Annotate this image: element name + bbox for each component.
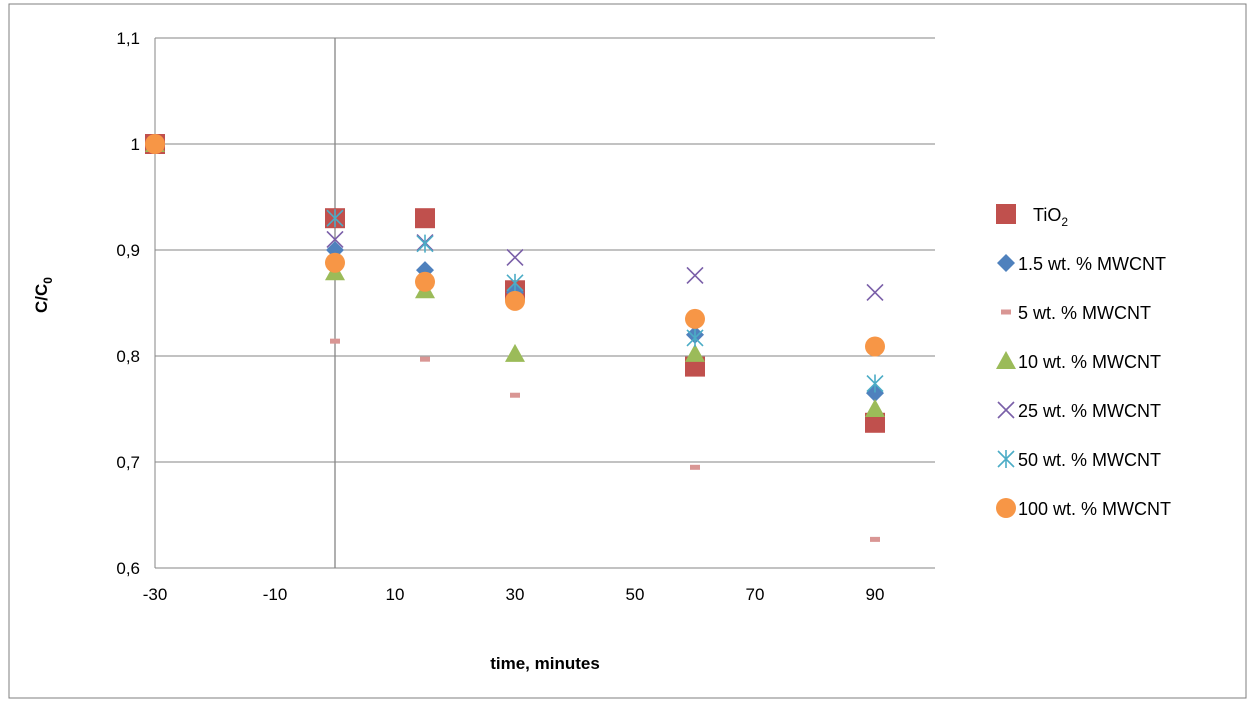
data-point: [326, 209, 344, 228]
data-point: [685, 308, 705, 329]
data-point: [505, 290, 525, 311]
data-point: [145, 134, 165, 154]
x-tick-label: 30: [506, 585, 525, 604]
legend-label-main: 100 wt. % MWCNT: [1018, 499, 1171, 519]
y-axis-title-main: C/C: [32, 284, 51, 313]
y-tick-label: 0,8: [116, 347, 140, 366]
legend-marker: [996, 204, 1016, 224]
data-point: [865, 336, 885, 357]
x-tick-label: -30: [143, 585, 168, 604]
legend-item: TiO2: [996, 204, 1068, 229]
data-point: [326, 230, 344, 248]
legend: TiO2 1.5 wt. % MWCNT 5 wt. % MWCNT 10 wt. %…: [996, 204, 1171, 519]
data-point: [415, 271, 435, 292]
legend-label-main: 1.5 wt. % MWCNT: [1018, 254, 1166, 274]
legend-label: 100 wt. % MWCNT: [1018, 499, 1171, 519]
data-point: [865, 399, 885, 417]
y-tick-label: 0,7: [116, 453, 140, 472]
data-point: [870, 536, 880, 542]
legend-item: 5 wt. % MWCNT: [1001, 303, 1151, 323]
data-point: [506, 248, 524, 266]
legend-label-main: 50 wt. % MWCNT: [1018, 450, 1161, 470]
data-point: [866, 283, 884, 301]
data-point: [510, 392, 520, 398]
data-point: [505, 343, 525, 362]
data-point: [416, 234, 434, 253]
series-circle: [145, 134, 885, 357]
legend-item: 1.5 wt. % MWCNT: [997, 254, 1166, 274]
y-tick-label: 1: [131, 135, 140, 154]
data-point: [866, 374, 884, 393]
legend-label: 10 wt. % MWCNT: [1018, 352, 1161, 372]
legend-label: TiO2: [1033, 205, 1068, 229]
data-point: [506, 273, 524, 292]
data-point: [325, 252, 345, 273]
legend-item: 50 wt. % MWCNT: [997, 450, 1161, 470]
y-axis-title-subscript: 0: [41, 277, 55, 284]
data-point: [690, 464, 700, 470]
x-tick-label: 10: [386, 585, 405, 604]
legend-label-main: 10 wt. % MWCNT: [1018, 352, 1161, 372]
legend-label-main: TiO: [1033, 205, 1061, 225]
y-tick-label: 0,9: [116, 241, 140, 260]
x-tick-label: 90: [866, 585, 885, 604]
legend-item: 100 wt. % MWCNT: [996, 498, 1171, 519]
axes: [154, 38, 336, 568]
series-dash: [330, 338, 880, 542]
legend-marker: [1001, 309, 1011, 315]
legend-label: 50 wt. % MWCNT: [1018, 450, 1161, 470]
y-tick-labels: 0,6 0,7 0,8 0,9 1 1,1: [116, 29, 140, 578]
series-star: [326, 209, 884, 393]
legend-label: 25 wt. % MWCNT: [1018, 401, 1161, 421]
data-point: [685, 343, 705, 362]
legend-marker: [996, 351, 1016, 369]
legend-label: 1.5 wt. % MWCNT: [1018, 254, 1166, 274]
chart-frame: [8, 3, 1247, 699]
legend-item: 10 wt. % MWCNT: [996, 351, 1161, 372]
legend-label-main: 5 wt. % MWCNT: [1018, 303, 1151, 323]
grid-lines: [155, 37, 935, 569]
legend-marker: [997, 401, 1015, 419]
x-tick-label: 50: [626, 585, 645, 604]
data-points: [145, 134, 885, 542]
legend-label-main: 25 wt. % MWCNT: [1018, 401, 1161, 421]
data-point: [420, 356, 430, 362]
legend-label-subscript: 2: [1061, 215, 1068, 229]
y-tick-label: 1,1: [116, 29, 140, 48]
data-point: [865, 412, 885, 433]
legend-label: 5 wt. % MWCNT: [1018, 303, 1151, 323]
data-point: [330, 338, 340, 344]
data-point: [415, 208, 435, 229]
legend-marker: [996, 498, 1016, 518]
legend-item: 25 wt. % MWCNT: [997, 401, 1161, 421]
x-axis-title: time, minutes: [490, 654, 600, 673]
x-tick-label: 70: [746, 585, 765, 604]
data-point: [686, 328, 704, 347]
legend-marker: [997, 254, 1015, 272]
y-tick-label: 0,6: [116, 559, 140, 578]
legend-marker: [997, 450, 1015, 468]
x-tick-labels: -30 -10 10 30 50 70 90: [143, 585, 885, 604]
y-axis-title: C/C0: [32, 277, 55, 313]
x-tick-label: -10: [263, 585, 288, 604]
data-point: [686, 266, 704, 285]
